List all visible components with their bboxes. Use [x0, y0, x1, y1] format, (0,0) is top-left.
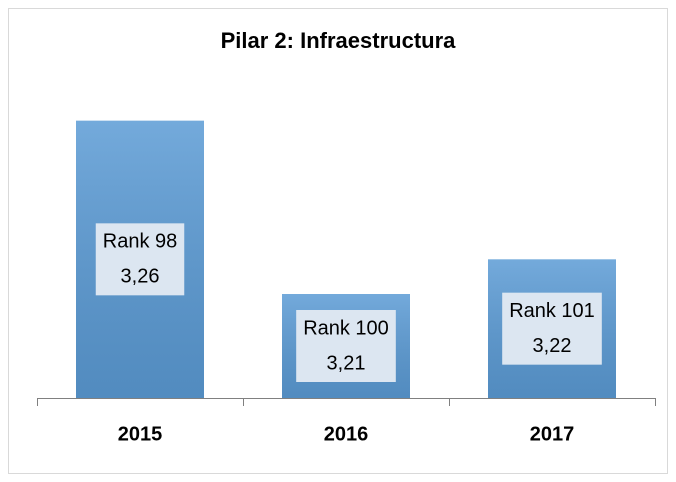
data-label: 3,22	[533, 335, 572, 357]
data-label-box	[502, 292, 602, 365]
chart-title: Pilar 2: Infraestructura	[221, 28, 457, 53]
data-label: 3,21	[327, 352, 366, 374]
x-tick-label: 2016	[324, 423, 369, 445]
rank-label: Rank 98	[103, 231, 178, 253]
x-tick-label: 2017	[530, 423, 575, 445]
rank-label: Rank 100	[303, 317, 389, 339]
data-label-box	[296, 310, 396, 382]
rank-label: Rank 101	[509, 300, 595, 322]
x-tick-label: 2015	[118, 423, 163, 445]
data-label: 3,26	[121, 266, 160, 288]
data-label-box	[95, 223, 185, 296]
